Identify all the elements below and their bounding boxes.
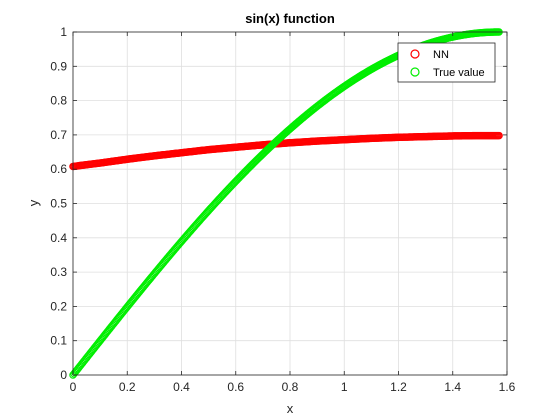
chart-title: sin(x) function: [245, 11, 335, 26]
y-tick-label: 0.6: [50, 162, 67, 176]
x-tick-label: 1: [341, 380, 348, 394]
nn-point: [495, 131, 503, 140]
y-tick-label: 0.4: [50, 231, 67, 245]
y-tick-label: 0.8: [50, 94, 67, 108]
y-tick-label: 0.7: [50, 128, 67, 142]
legend-marker-true-value: [410, 67, 420, 77]
x-tick-label: 0.8: [282, 380, 299, 394]
legend-label-nn: NN: [433, 49, 449, 61]
x-tick-label: 1.2: [390, 380, 407, 394]
x-tick-label: 0: [70, 380, 77, 394]
x-axis-label: x: [287, 401, 294, 416]
y-tick-label: 0.5: [50, 197, 67, 211]
y-tick-label: 0.1: [50, 334, 67, 348]
x-tick-label: 0.4: [173, 380, 190, 394]
y-tick-label: 1: [60, 25, 67, 39]
x-tick-label: 1.6: [499, 380, 516, 394]
y-tick-label: 0.3: [50, 265, 67, 279]
y-axis-label: y: [26, 199, 41, 206]
legend-label-true-value: True value: [433, 67, 485, 79]
series-layer: [69, 28, 503, 379]
y-tick-label: 0.9: [50, 59, 67, 73]
x-tick-label: 0.6: [227, 380, 244, 394]
ticks: 0 0.2 0.4 0.6 0.8 1 1.2 1.4 1.6 0 0.1 0.2 0.3 0.4 0.5 0…: [50, 25, 515, 394]
series-true-value: [69, 28, 503, 379]
x-tick-label: 1.4: [444, 380, 461, 394]
legend: NN True value: [397, 42, 496, 83]
y-tick-label: 0: [60, 368, 67, 382]
y-tick-label: 0.2: [50, 299, 67, 313]
x-tick-label: 0.2: [119, 380, 136, 394]
legend-marker-nn: [410, 49, 420, 59]
